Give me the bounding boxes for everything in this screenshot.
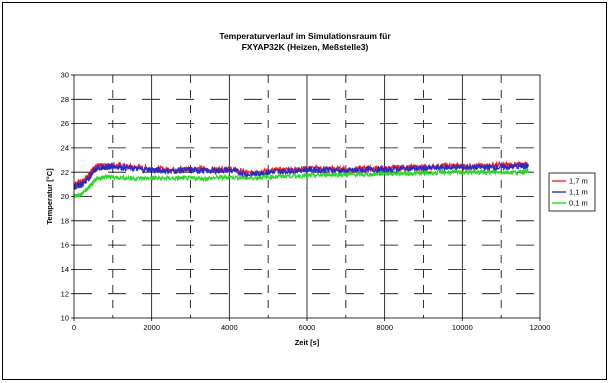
- x-tick-label: 2000: [143, 323, 160, 332]
- chart-title-line-2: FXYAP32K (Heizen, Meßstelle3): [241, 42, 369, 52]
- y-tick-label: 28: [61, 95, 69, 104]
- x-tick-label: 0: [72, 323, 76, 332]
- x-tick-label: 8000: [376, 323, 393, 332]
- legend-label-1: 1,7 m: [569, 177, 588, 186]
- y-tick-label: 30: [61, 71, 69, 80]
- legend: 1,7 m 1,1 m 0,1 m: [548, 172, 596, 212]
- x-axis-label: Zeit [s]: [295, 338, 320, 347]
- x-tick-label: 6000: [299, 323, 316, 332]
- x-tick-label: 10000: [452, 323, 473, 332]
- y-tick-label: 24: [61, 144, 69, 153]
- series-layer: [73, 160, 529, 198]
- y-tick-label: 18: [61, 216, 69, 225]
- chart-title-line-1: Temperaturverlauf im Simulationsraum für: [219, 31, 391, 41]
- y-tick-label: 26: [61, 119, 69, 128]
- y-tick-label: 12: [61, 289, 69, 298]
- legend-label-2: 1,1 m: [569, 188, 588, 197]
- x-tick-label: 4000: [221, 323, 238, 332]
- y-tick-label: 14: [61, 265, 69, 274]
- y-tick-label: 20: [61, 192, 69, 201]
- legend-label-3: 0,1 m: [569, 199, 588, 208]
- series-line-2: [73, 161, 529, 191]
- y-tick-label: 22: [61, 168, 69, 177]
- y-tick-label: 10: [61, 314, 69, 323]
- y-axis-label: Temperatur [°C]: [45, 168, 54, 225]
- grid-layer: [74, 75, 540, 318]
- series-line-3: [73, 167, 529, 198]
- y-tick-label: 16: [61, 241, 69, 250]
- x-tick-label: 12000: [530, 323, 551, 332]
- chart-frame: [2, 2, 607, 380]
- ticks-layer: 0 2000 4000 6000 8000 10000 12000 10 12 14 16 18 20 2…: [61, 71, 551, 332]
